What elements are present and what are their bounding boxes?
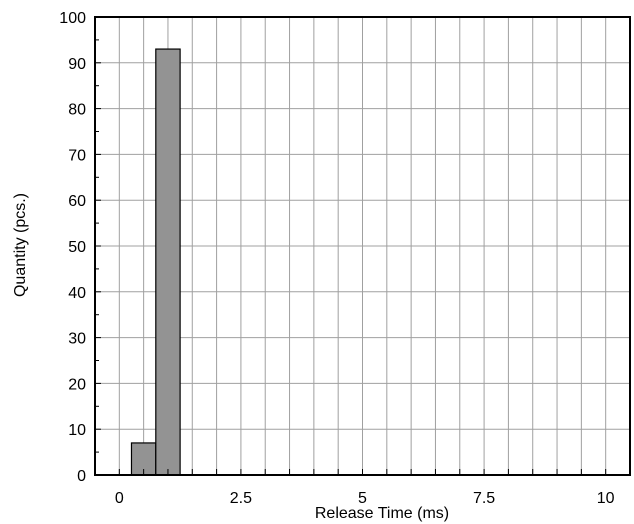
y-tick-label: 60 <box>68 193 86 210</box>
bars <box>130 48 181 476</box>
x-tick-label: 2.5 <box>230 490 252 507</box>
y-axis-title: Quantity (pcs.) <box>12 193 29 297</box>
y-tick-label: 100 <box>59 10 86 27</box>
y-tick-label: 90 <box>68 56 86 73</box>
x-tick-label: 0 <box>115 490 124 507</box>
y-tick-label: 70 <box>68 147 86 164</box>
y-tick-label: 40 <box>68 285 86 302</box>
x-tick-label: 7.5 <box>473 490 495 507</box>
x-tick-label: 5 <box>358 490 367 507</box>
histogram-bar <box>155 48 181 476</box>
y-tick-label: 0 <box>77 468 86 485</box>
y-tick-label: 30 <box>68 331 86 348</box>
y-tick-label: 20 <box>68 376 86 393</box>
y-tick-label: 80 <box>68 102 86 119</box>
x-tick-labels: 0 2.5 5 7.5 10 <box>115 490 615 507</box>
y-tick-label: 50 <box>68 239 86 256</box>
y-tick-labels: 0 10 20 30 40 50 60 70 80 90 100 <box>59 10 86 485</box>
x-tick-label: 10 <box>597 490 615 507</box>
tick-marks <box>95 16 631 476</box>
x-axis-title: Release Time (ms) <box>315 505 449 522</box>
y-tick-label: 10 <box>68 422 86 439</box>
